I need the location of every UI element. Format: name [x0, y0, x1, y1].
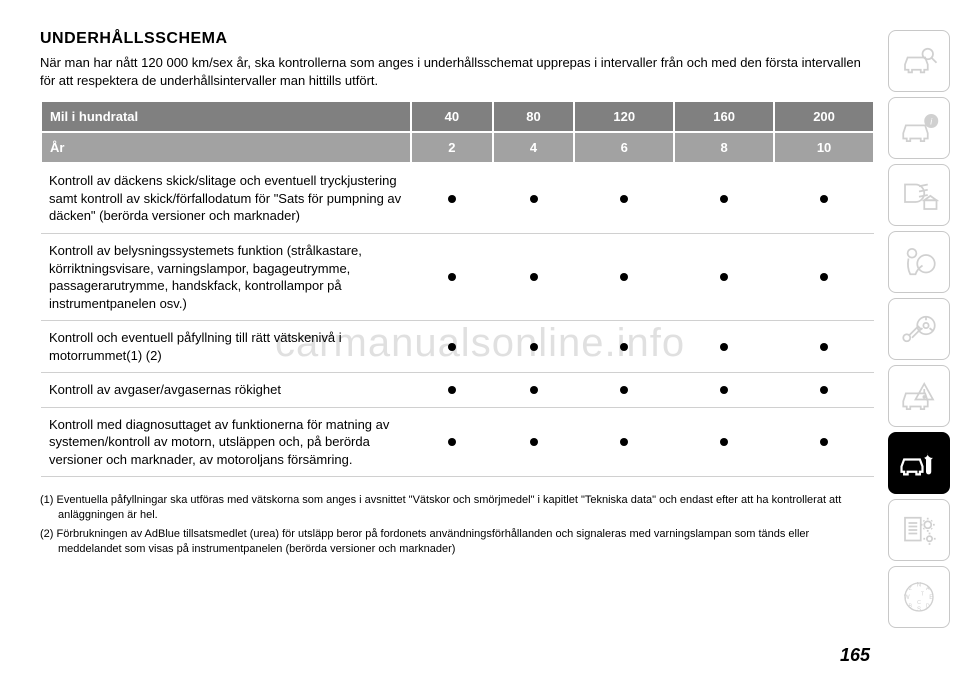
maintenance-table: Mil i hundratal 40 80 120 160 200 År 2 4…	[40, 100, 875, 477]
dot-icon	[620, 273, 628, 281]
header-mil-col: 200	[774, 101, 874, 132]
svg-text:C: C	[917, 600, 921, 606]
row-label: Kontroll med diagnosuttaget av funktione…	[41, 407, 411, 477]
svg-text:D: D	[926, 604, 930, 610]
svg-text:T: T	[921, 591, 925, 597]
table-row: Kontroll och eventuell påfyllning till r…	[41, 321, 874, 373]
row-cell	[411, 163, 493, 233]
row-cell	[674, 234, 774, 321]
header-mil-label: Mil i hundratal	[41, 101, 411, 132]
intro-text: När man har nått 120 000 km/sex år, ska …	[40, 54, 875, 90]
car-search-icon[interactable]	[888, 30, 950, 92]
row-cell	[493, 373, 575, 408]
dot-icon	[820, 343, 828, 351]
row-cell	[574, 234, 674, 321]
svg-text:N: N	[917, 582, 921, 589]
dot-icon	[720, 195, 728, 203]
row-cell	[411, 373, 493, 408]
airbag-icon[interactable]	[888, 231, 950, 293]
row-cell	[674, 407, 774, 477]
svg-text:W: W	[904, 594, 910, 601]
svg-text:A: A	[926, 586, 930, 592]
row-cell	[411, 234, 493, 321]
dot-icon	[720, 273, 728, 281]
header-year-col: 2	[411, 132, 493, 163]
car-service-icon[interactable]	[888, 432, 950, 494]
row-cell	[774, 407, 874, 477]
row-cell	[574, 321, 674, 373]
row-cell	[774, 163, 874, 233]
dot-icon	[530, 438, 538, 446]
row-cell	[674, 321, 774, 373]
svg-text:S: S	[917, 606, 921, 613]
row-cell	[493, 321, 575, 373]
footnote: (2) Förbrukningen av AdBlue tillsatsmedl…	[40, 527, 875, 557]
row-cell	[574, 163, 674, 233]
header-year-col: 10	[774, 132, 874, 163]
row-cell	[411, 321, 493, 373]
dot-icon	[820, 438, 828, 446]
dot-icon	[720, 438, 728, 446]
svg-text:Z: Z	[909, 586, 913, 592]
footnotes: (1) Eventuella påfyllningar ska utföras …	[40, 493, 875, 556]
row-cell	[574, 407, 674, 477]
header-year-label: År	[41, 132, 411, 163]
svg-text:E: E	[929, 594, 933, 601]
row-cell	[493, 234, 575, 321]
dot-icon	[530, 273, 538, 281]
row-label: Kontroll av belysningssystemets funktion…	[41, 234, 411, 321]
car-warning-icon[interactable]	[888, 365, 950, 427]
row-cell	[774, 234, 874, 321]
doc-gear-icon[interactable]	[888, 499, 950, 561]
table-row: Kontroll av däckens skick/slitage och ev…	[41, 163, 874, 233]
row-cell	[774, 321, 874, 373]
dot-icon	[448, 195, 456, 203]
table-row: Kontroll av belysningssystemets funktion…	[41, 234, 874, 321]
header-mil-col: 160	[674, 101, 774, 132]
row-cell	[411, 407, 493, 477]
dot-icon	[620, 343, 628, 351]
header-mil-col: 40	[411, 101, 493, 132]
dot-icon	[448, 386, 456, 394]
page-title: UNDERHÅLLSSCHEMA	[40, 30, 875, 48]
header-mil-col: 80	[493, 101, 575, 132]
row-label: Kontroll av avgaser/avgasernas rökighet	[41, 373, 411, 408]
dot-icon	[448, 343, 456, 351]
header-year-col: 8	[674, 132, 774, 163]
dot-icon	[620, 195, 628, 203]
key-steering-icon[interactable]	[888, 298, 950, 360]
dot-icon	[620, 386, 628, 394]
dot-icon	[820, 386, 828, 394]
row-cell	[493, 163, 575, 233]
dot-icon	[820, 195, 828, 203]
row-cell	[574, 373, 674, 408]
row-cell	[493, 407, 575, 477]
compass-icon[interactable]: N E SWZ A D BCT	[888, 566, 950, 628]
row-cell	[674, 163, 774, 233]
dot-icon	[530, 195, 538, 203]
dot-icon	[820, 273, 828, 281]
header-mil-col: 120	[574, 101, 674, 132]
row-cell	[774, 373, 874, 408]
dot-icon	[448, 273, 456, 281]
dot-icon	[530, 386, 538, 394]
footnote: (1) Eventuella påfyllningar ska utföras …	[40, 493, 875, 523]
table-row: Kontroll med diagnosuttaget av funktione…	[41, 407, 874, 477]
page-number: 165	[840, 645, 870, 666]
row-label: Kontroll av däckens skick/slitage och ev…	[41, 163, 411, 233]
lights-icon[interactable]	[888, 164, 950, 226]
dot-icon	[530, 343, 538, 351]
dot-icon	[620, 438, 628, 446]
header-year-col: 4	[493, 132, 575, 163]
header-year-col: 6	[574, 132, 674, 163]
row-label: Kontroll och eventuell påfyllning till r…	[41, 321, 411, 373]
dot-icon	[720, 386, 728, 394]
car-info-icon[interactable]: i	[888, 97, 950, 159]
svg-text:B: B	[908, 604, 912, 610]
dot-icon	[720, 343, 728, 351]
sidebar: i N E SWZ A D BCT	[888, 30, 950, 628]
table-row: Kontroll av avgaser/avgasernas rökighet	[41, 373, 874, 408]
row-cell	[674, 373, 774, 408]
dot-icon	[448, 438, 456, 446]
